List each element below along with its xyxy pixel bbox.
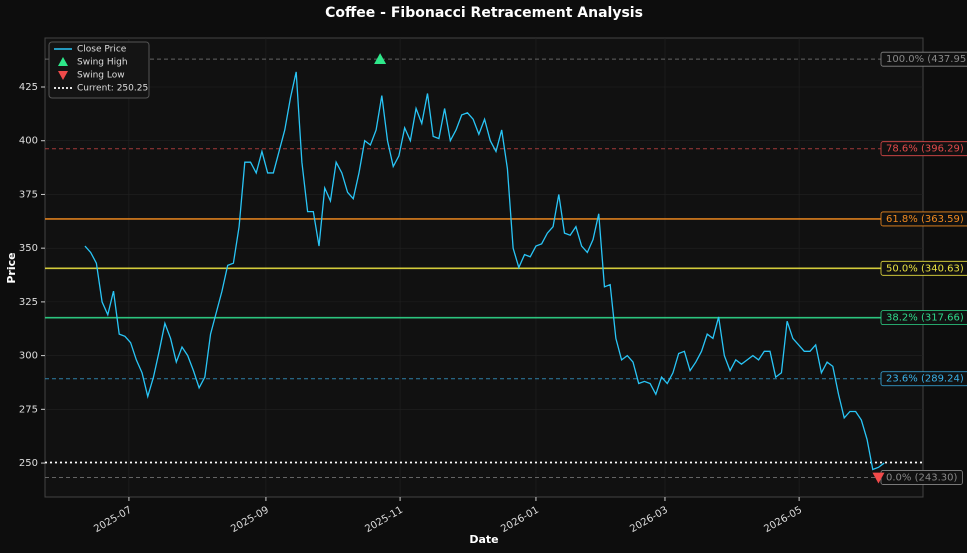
fib-label: 0.0% (243.30) bbox=[886, 472, 957, 483]
legend-swatch bbox=[58, 71, 68, 80]
legend-box bbox=[48, 41, 150, 99]
y-tick-label: 325 bbox=[19, 297, 38, 308]
fib-label: 61.8% (363.59) bbox=[886, 214, 964, 225]
legend: Close Price Swing High Swing Low Current: 2… bbox=[48, 41, 150, 99]
y-tick-label: 250 bbox=[19, 458, 38, 469]
legend-label: Swing High bbox=[77, 58, 128, 68]
swing-marker bbox=[374, 53, 387, 64]
fib-label: 38.2% (317.66) bbox=[886, 313, 964, 324]
legend-label: Swing Low bbox=[77, 71, 125, 81]
chart-title: Coffee - Fibonacci Retracement Analysis bbox=[325, 5, 643, 21]
fib-label-box bbox=[880, 211, 967, 227]
fib-label-box bbox=[880, 371, 967, 387]
fib-label-box bbox=[880, 51, 967, 67]
x-axis-label: Date bbox=[469, 533, 498, 546]
y-tick-label: 300 bbox=[19, 351, 38, 362]
legend-swatch bbox=[58, 57, 68, 66]
y-axis-label: Price bbox=[5, 252, 18, 283]
fib-label: 78.6% (396.29) bbox=[886, 144, 964, 155]
y-tick-label: 400 bbox=[19, 136, 38, 147]
fib-label: 23.6% (289.24) bbox=[886, 374, 964, 385]
fib-label: 50.0% (340.63) bbox=[886, 263, 964, 274]
y-tick-label: 275 bbox=[19, 404, 38, 415]
swing-marker bbox=[872, 472, 885, 484]
price-line bbox=[84, 71, 885, 471]
y-tick-label: 350 bbox=[19, 243, 38, 254]
legend-label: Current: 250.25 bbox=[77, 84, 148, 94]
fib-label-box bbox=[880, 260, 967, 276]
fib-label-box bbox=[880, 141, 967, 157]
y-tick-label: 375 bbox=[19, 189, 38, 200]
fib-label: 100.0% (437.95) bbox=[886, 54, 967, 65]
y-tick-label: 425 bbox=[19, 82, 38, 93]
legend-label: Close Price bbox=[77, 45, 127, 55]
fib-label-box bbox=[880, 310, 967, 326]
